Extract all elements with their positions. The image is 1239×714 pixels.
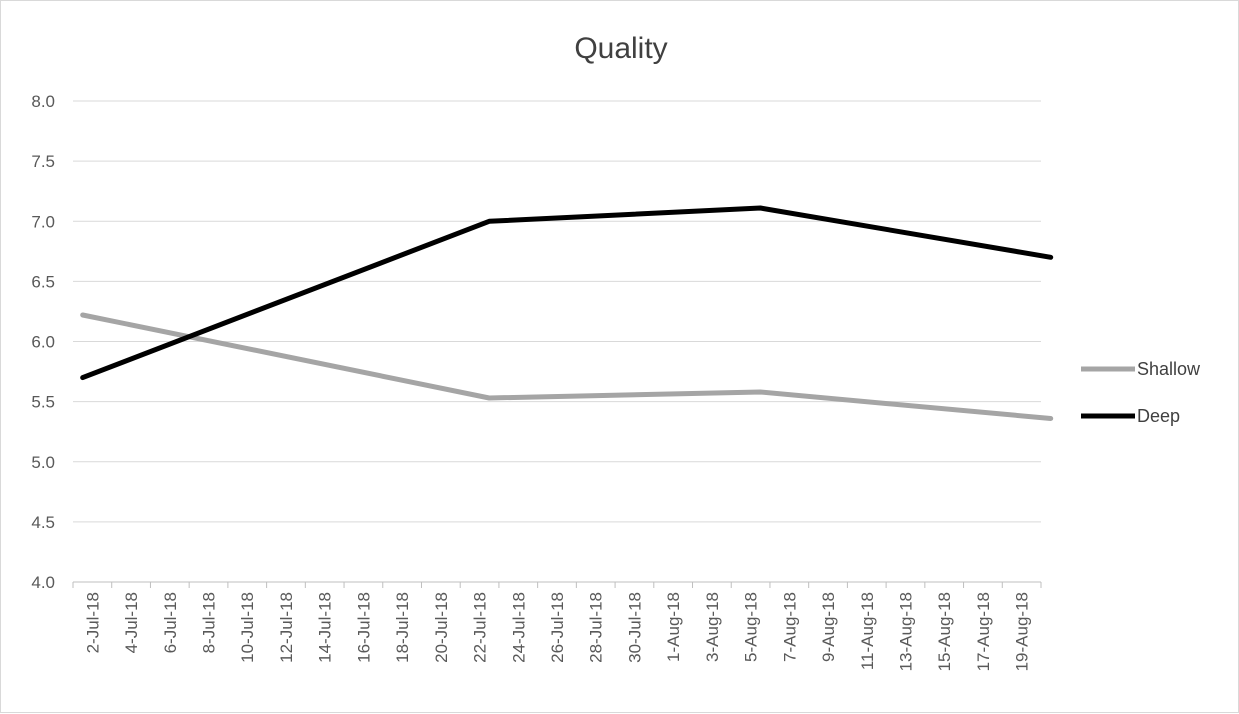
y-tick-label: 8.0 bbox=[31, 92, 55, 111]
x-tick-label: 11-Aug-18 bbox=[858, 592, 877, 670]
y-tick-label: 4.5 bbox=[31, 513, 55, 532]
gridlines bbox=[73, 100, 1041, 523]
x-tick-label: 24-Jul-18 bbox=[509, 592, 528, 663]
x-axis bbox=[72, 581, 1042, 588]
series-line-deep bbox=[80, 205, 1054, 381]
chart-title: Quality bbox=[574, 32, 667, 65]
x-tick-label: 2-Jul-18 bbox=[83, 592, 102, 653]
x-tick-label: 17-Aug-18 bbox=[974, 592, 993, 671]
y-tick-label: 6.0 bbox=[31, 333, 55, 352]
y-tick-label: 5.0 bbox=[31, 453, 55, 472]
x-tick-label: 20-Jul-18 bbox=[432, 592, 451, 663]
x-tick-label: 6-Jul-18 bbox=[161, 592, 180, 653]
x-tick-label: 26-Jul-18 bbox=[548, 592, 567, 663]
x-tick-label: 4-Jul-18 bbox=[122, 592, 141, 653]
y-tick-label: 6.5 bbox=[31, 272, 55, 291]
x-tick-label: 16-Jul-18 bbox=[354, 592, 373, 663]
x-tick-label: 9-Aug-18 bbox=[819, 592, 838, 662]
x-tick-labels: 2-Jul-18 4-Jul-18 6-Jul-18 8-Jul-18 10-Jul-1… bbox=[83, 592, 1031, 671]
x-tick-label: 19-Aug-18 bbox=[1013, 592, 1032, 671]
y-tick-label: 4.0 bbox=[31, 573, 55, 592]
series-lines bbox=[80, 205, 1054, 421]
x-tick-label: 18-Jul-18 bbox=[393, 592, 412, 663]
x-tick-label: 5-Aug-18 bbox=[742, 592, 761, 662]
x-tick-label: 15-Aug-18 bbox=[935, 592, 954, 671]
y-axis: 4.0 4.5 5.0 5.5 6.0 6.5 7.0 7.5 8.0 bbox=[31, 92, 55, 592]
x-tick-label: 7-Aug-18 bbox=[780, 592, 799, 662]
legend: Shallow Deep bbox=[1081, 359, 1201, 426]
x-tick-label: 14-Jul-18 bbox=[316, 592, 335, 663]
x-tick-label: 3-Aug-18 bbox=[703, 592, 722, 662]
x-tick-label: 8-Jul-18 bbox=[200, 592, 219, 653]
y-tick-label: 7.0 bbox=[31, 212, 55, 231]
y-tick-label: 7.5 bbox=[31, 152, 55, 171]
legend-label: Shallow bbox=[1137, 359, 1201, 379]
x-tick-label: 10-Jul-18 bbox=[238, 592, 257, 663]
x-tick-label: 12-Jul-18 bbox=[277, 592, 296, 663]
x-tick-label: 30-Jul-18 bbox=[625, 592, 644, 663]
legend-item-deep: Deep bbox=[1081, 406, 1180, 426]
legend-label: Deep bbox=[1137, 406, 1180, 426]
y-tick-label: 5.5 bbox=[31, 393, 55, 412]
x-tick-label: 22-Jul-18 bbox=[471, 592, 490, 663]
x-tick-label: 1-Aug-18 bbox=[664, 592, 683, 662]
x-tick-label: 13-Aug-18 bbox=[896, 592, 915, 671]
series-line-shallow bbox=[80, 312, 1054, 421]
legend-item-shallow: Shallow bbox=[1081, 359, 1201, 379]
x-tick-label: 28-Jul-18 bbox=[587, 592, 606, 663]
